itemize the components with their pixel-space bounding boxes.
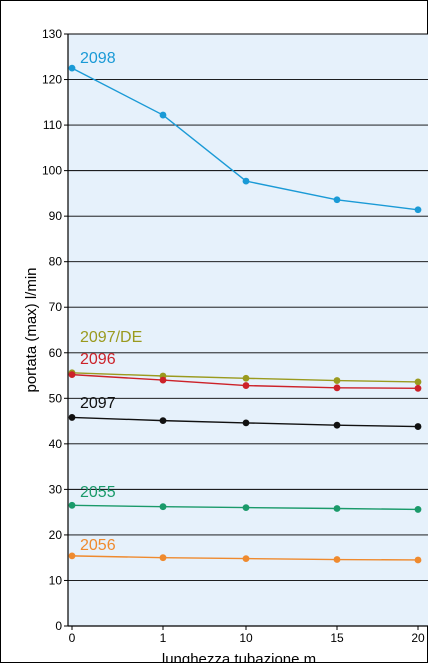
plot-area [68, 34, 428, 626]
y-tick-label: 0 [55, 619, 62, 633]
data-point [242, 177, 250, 185]
data-point [159, 554, 167, 562]
y-tick-label: 100 [42, 164, 62, 178]
data-point [68, 501, 76, 509]
y-tick-labels: 0 10 20 30 40 50 60 70 80 90 100 110 120 130 [42, 27, 62, 633]
data-point [242, 382, 250, 389]
series-2056: 2056 [68, 537, 422, 564]
series-group: 2098 2097/DE 2096 2097 2055 2056 [68, 50, 422, 564]
y-axis-label: portata (max) l/min [23, 267, 40, 392]
x-tick-label: 1 [160, 631, 167, 645]
x-tick-labels: 0 1 10 15 20 [69, 631, 425, 645]
series-2055: 2055 [68, 484, 422, 513]
data-point [159, 111, 167, 119]
series-label: 2097/DE [80, 329, 142, 346]
data-point [159, 417, 167, 425]
data-point [333, 196, 341, 204]
series-2098: 2098 [68, 50, 422, 214]
data-point [333, 421, 341, 429]
data-point [414, 556, 422, 564]
series-label: 2055 [80, 484, 116, 501]
series-2096: 2096 [68, 351, 422, 392]
x-axis-label: lunghezza tubazione m [162, 651, 316, 663]
series-label: 2056 [80, 537, 116, 554]
data-point [333, 556, 341, 563]
data-point [68, 552, 76, 560]
y-tick-label: 20 [49, 528, 63, 542]
gridlines [64, 33, 428, 627]
y-tick-label: 30 [49, 482, 63, 496]
data-point [159, 503, 167, 511]
y-tick-label: 70 [49, 300, 63, 314]
y-tick-label: 120 [42, 73, 62, 87]
series-label: 2096 [80, 351, 116, 368]
data-point [414, 206, 422, 214]
y-tick-label: 130 [42, 27, 62, 41]
data-point [333, 377, 341, 384]
y-tick-label: 40 [49, 437, 63, 451]
data-point [242, 504, 250, 511]
data-point [242, 374, 250, 382]
x-tick-label: 0 [69, 631, 76, 645]
series-label: 2097 [80, 395, 116, 412]
data-point [242, 555, 250, 563]
data-point [159, 376, 167, 384]
data-point [414, 423, 422, 430]
data-point [242, 419, 250, 427]
data-point [414, 384, 422, 392]
data-point [68, 371, 76, 379]
data-point [68, 64, 76, 72]
y-tick-label: 90 [49, 209, 63, 223]
series-2097: 2097 [68, 395, 422, 430]
y-tick-label: 60 [49, 346, 63, 360]
y-tick-label: 80 [49, 255, 63, 269]
axes [67, 34, 428, 630]
data-point [68, 414, 76, 421]
y-tick-label: 10 [49, 573, 63, 587]
data-point [333, 384, 341, 392]
y-tick-label: 50 [49, 391, 63, 405]
data-point [333, 505, 341, 512]
data-point [414, 378, 422, 386]
x-tick-label: 20 [411, 631, 425, 645]
series-label: 2098 [80, 50, 116, 67]
y-tick-label: 110 [43, 118, 62, 132]
data-point [414, 506, 422, 513]
x-tick-label: 10 [239, 631, 253, 645]
x-tick-label: 15 [330, 631, 344, 645]
